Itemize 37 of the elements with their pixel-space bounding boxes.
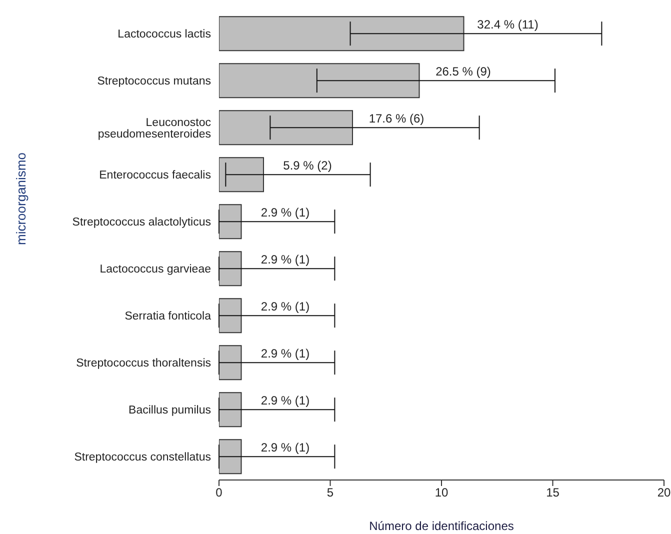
data-label: 2.9 % (1) <box>260 206 310 220</box>
y-tick-label: Bacillus pumilus <box>128 404 212 417</box>
y-tick-label: Serratia fonticola <box>124 310 212 323</box>
x-tick-label: 0 <box>216 486 223 500</box>
y-tick-label: Lactococcus garvieae <box>100 264 211 276</box>
bar <box>219 439 242 474</box>
y-tick-label: Leuconostoc pseudomesenteroides <box>98 116 212 140</box>
data-label: 2.9 % (1) <box>260 440 310 455</box>
bar <box>219 63 420 98</box>
y-tick-label: Enterococcus faecalis <box>99 170 212 182</box>
data-label: 17.6 % (6) <box>368 112 424 126</box>
y-tick-label: Streptococcus alactolyticus <box>72 216 212 229</box>
y-tick-label: Streptococcus mutans <box>97 76 212 88</box>
y-tick-label: Streptococcus thoraltensis <box>76 358 212 370</box>
bar <box>219 392 242 428</box>
data-label: 2.9 % (1) <box>260 300 310 314</box>
y-axis-title: microorganismo <box>14 152 29 245</box>
data-label: 5.9 % (2) <box>283 158 332 173</box>
bar <box>219 16 464 52</box>
x-tick-label: 5 <box>326 486 334 500</box>
bar <box>219 345 242 380</box>
bar <box>219 251 242 286</box>
x-tick-label: 10 <box>434 486 448 500</box>
x-axis-title: Número de identificaciones <box>369 519 514 533</box>
bar <box>219 204 242 240</box>
x-tick-label: 15 <box>546 486 560 500</box>
data-label: 2.9 % (1) <box>260 394 310 408</box>
bar <box>219 110 353 146</box>
y-tick-label: Lactococcus lactis <box>118 28 212 41</box>
x-tick-label: 20 <box>657 486 671 500</box>
y-tick-label: Streptococcus constellatus <box>74 452 212 464</box>
bar <box>219 298 242 334</box>
data-label: 32.4 % (11) <box>477 18 538 32</box>
bar <box>219 157 264 192</box>
data-label: 26.5 % (9) <box>436 64 491 79</box>
data-label: 2.9 % (1) <box>260 252 310 267</box>
data-label: 2.9 % (1) <box>260 346 310 361</box>
